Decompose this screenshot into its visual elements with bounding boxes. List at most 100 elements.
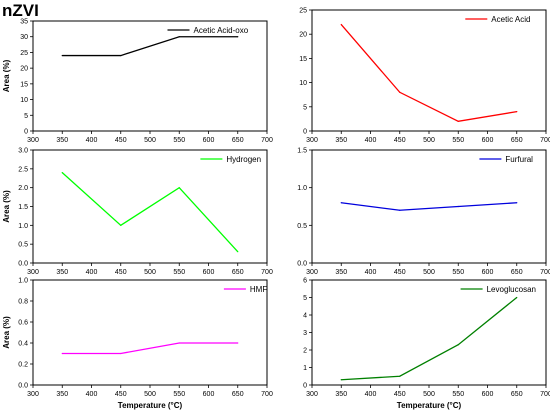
y-tick-label: 10 [20,97,28,104]
x-tick-label: 400 [86,391,98,398]
y-tick-label: 1.5 [297,148,307,155]
x-tick-label: 600 [482,137,494,144]
x-tick-label: 550 [173,391,185,398]
y-tick-label: 3 [303,330,307,337]
x-tick-label: 550 [452,137,464,144]
y-tick-label: 1.0 [297,185,307,192]
y-tick-label: 6 [303,278,307,285]
y-tick-label: 0.5 [18,242,28,249]
x-tick-label: 700 [540,137,550,144]
x-tick-label: 600 [203,269,215,276]
data-point [178,36,180,38]
series-line-3 [61,172,239,253]
x-tick-label: 400 [86,269,98,276]
x-tick-label: 350 [56,391,68,398]
y-tick-label: 0.0 [18,261,28,268]
data-point [61,54,63,57]
data-point [457,205,459,208]
chart-panel-1: 300 350 400 450 500 550 600 650 700 0 5 10 15 20 25 30 3… [2,19,273,145]
y-tick-label: 10 [299,80,307,87]
plot-frame [311,279,547,386]
chart-panel-5: 300 350 400 450 500 550 600 650 700 0.0 0.2 0.4 0.6 0… [2,278,273,411]
x-tick-label: 300 [27,269,39,276]
x-tick-label: 400 [86,137,98,144]
series-line-2 [340,24,517,122]
x-tick-label: 600 [482,391,494,398]
x-tick-label: 450 [115,137,127,144]
x-tick-label: 650 [232,391,244,398]
legend-label: HMF [250,285,267,294]
y-tick-label: 15 [20,81,28,88]
data-point [399,375,401,377]
y-tick-label: 15 [299,56,307,63]
x-tick-label: 450 [394,269,406,276]
data-point [61,172,63,174]
data-point [340,202,342,204]
x-tick-label: 500 [144,269,156,276]
data-point [61,352,63,355]
y-axis-title: Area (%) [2,190,11,223]
legend-label: Furfural [505,155,533,164]
x-tick-label: 650 [511,137,523,144]
y-tick-label: 25 [20,50,28,57]
plot-frame [311,149,547,264]
data-point [120,352,122,355]
data-point [399,91,401,93]
series-line-4 [341,202,517,211]
chart-panel-4: 300 350 400 450 500 550 600 650 700 0.0 0.5 1.0 1.5 F… [297,148,550,277]
data-point [457,120,459,122]
x-tick-label: 650 [511,391,523,398]
x-axis-title: Temperature (°C) [397,401,462,410]
data-point [340,23,342,26]
chart-panel-3: 300 350 400 450 500 550 600 650 700 0.0 0.5 1.0 1.5 2… [2,148,273,277]
data-point [237,342,239,344]
y-tick-label: 0.0 [18,383,28,390]
x-tick-label: 400 [365,391,377,398]
x-tick-label: 300 [306,391,318,398]
x-tick-label: 500 [144,137,156,144]
y-tick-label: 30 [20,34,28,41]
x-tick-label: 650 [232,137,244,144]
y-tick-label: 0.8 [18,299,28,306]
y-tick-label: 0.0 [297,261,307,268]
x-tick-label: 700 [540,391,550,398]
x-tick-label: 450 [115,391,127,398]
y-tick-label: 2 [303,348,307,355]
data-point [120,224,122,226]
x-tick-label: 300 [306,137,318,144]
x-tick-label: 500 [423,269,435,276]
x-tick-label: 650 [232,269,244,276]
x-tick-label: 700 [261,137,273,144]
y-tick-label: 20 [299,32,307,39]
y-tick-label: 1.5 [18,204,28,211]
x-tick-label: 550 [452,391,464,398]
x-tick-label: 500 [423,137,435,144]
y-tick-label: 2.0 [18,185,28,192]
y-tick-label: 0 [303,383,307,390]
y-tick-label: 3.0 [18,148,28,155]
y-tick-label: 4 [303,313,307,320]
legend-label: Acetic Acid [491,15,530,24]
x-tick-label: 300 [27,137,39,144]
x-tick-label: 600 [203,137,215,144]
x-tick-label: 600 [482,269,494,276]
data-point [120,54,122,57]
y-tick-label: 5 [24,113,28,120]
x-tick-label: 300 [27,391,39,398]
legend-label: Acetic Acid-oxo [194,26,249,35]
x-tick-label: 500 [423,391,435,398]
y-tick-label: 0.6 [18,320,28,327]
legend-label: Levoglucosan [487,285,536,294]
y-tick-label: 25 [299,8,307,15]
y-tick-label: 1.0 [18,278,28,285]
y-axis-title: Area (%) [2,316,11,349]
x-tick-label: 700 [261,269,273,276]
x-tick-label: 350 [335,137,347,144]
y-tick-label: 0 [24,129,28,136]
y-axis-title: Area (%) [2,59,11,92]
chart-panel-2: 300 350 400 450 500 550 600 650 700 0 5 10 15 20 25 Ace… [299,8,550,145]
x-tick-label: 700 [540,269,550,276]
y-tick-label: 35 [20,19,28,26]
series-line-1 [62,36,238,57]
